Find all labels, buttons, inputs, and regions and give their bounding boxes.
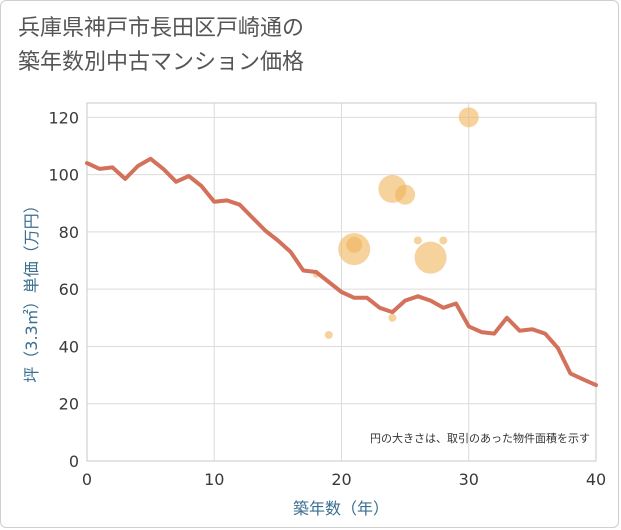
plot-area-border <box>86 102 597 462</box>
grid-lines <box>86 103 597 462</box>
y-tick-label: 40 <box>59 337 79 356</box>
x-axis-label: 築年数（年） <box>293 499 389 518</box>
x-tick-label: 20 <box>331 470 351 489</box>
x-tick-label: 10 <box>204 470 224 489</box>
bubble-point <box>324 330 333 339</box>
y-tick-label: 20 <box>59 395 79 414</box>
bubble-point <box>346 236 363 253</box>
bubble-point <box>458 107 479 128</box>
bubble-point <box>413 236 422 245</box>
bubble-point <box>388 313 397 322</box>
bubble-series <box>313 107 479 339</box>
chart-title-line-1: 兵庫県神戸市長田区戸崎通の <box>18 16 305 41</box>
y-tick-label: 60 <box>59 280 79 299</box>
bubble-size-note: 円の大きさは、取引のあった物件面積を示す <box>370 431 590 445</box>
y-axis-ticks: 0 20 40 60 80 100 120 <box>48 108 79 471</box>
price-line <box>85 156 598 388</box>
bubble-point <box>395 184 416 205</box>
x-tick-label: 0 <box>82 470 92 489</box>
y-tick-label: 0 <box>69 452 79 471</box>
y-tick-label: 100 <box>48 166 79 185</box>
bubble-point <box>439 236 448 245</box>
y-axis-label: 坪（3.3㎡）単価（万円） <box>22 197 41 382</box>
y-tick-label: 80 <box>59 223 79 242</box>
bubble-point <box>414 241 447 274</box>
x-tick-label: 30 <box>459 470 479 489</box>
chart-title-line-2: 築年数別中古マンション価格 <box>18 50 305 75</box>
chart-title: 兵庫県神戸市長田区戸崎通の 築年数別中古マンション価格 <box>18 12 304 80</box>
y-tick-label: 120 <box>48 108 79 127</box>
x-tick-label: 40 <box>586 470 606 489</box>
x-axis-ticks: 0 10 20 30 40 <box>82 470 606 489</box>
